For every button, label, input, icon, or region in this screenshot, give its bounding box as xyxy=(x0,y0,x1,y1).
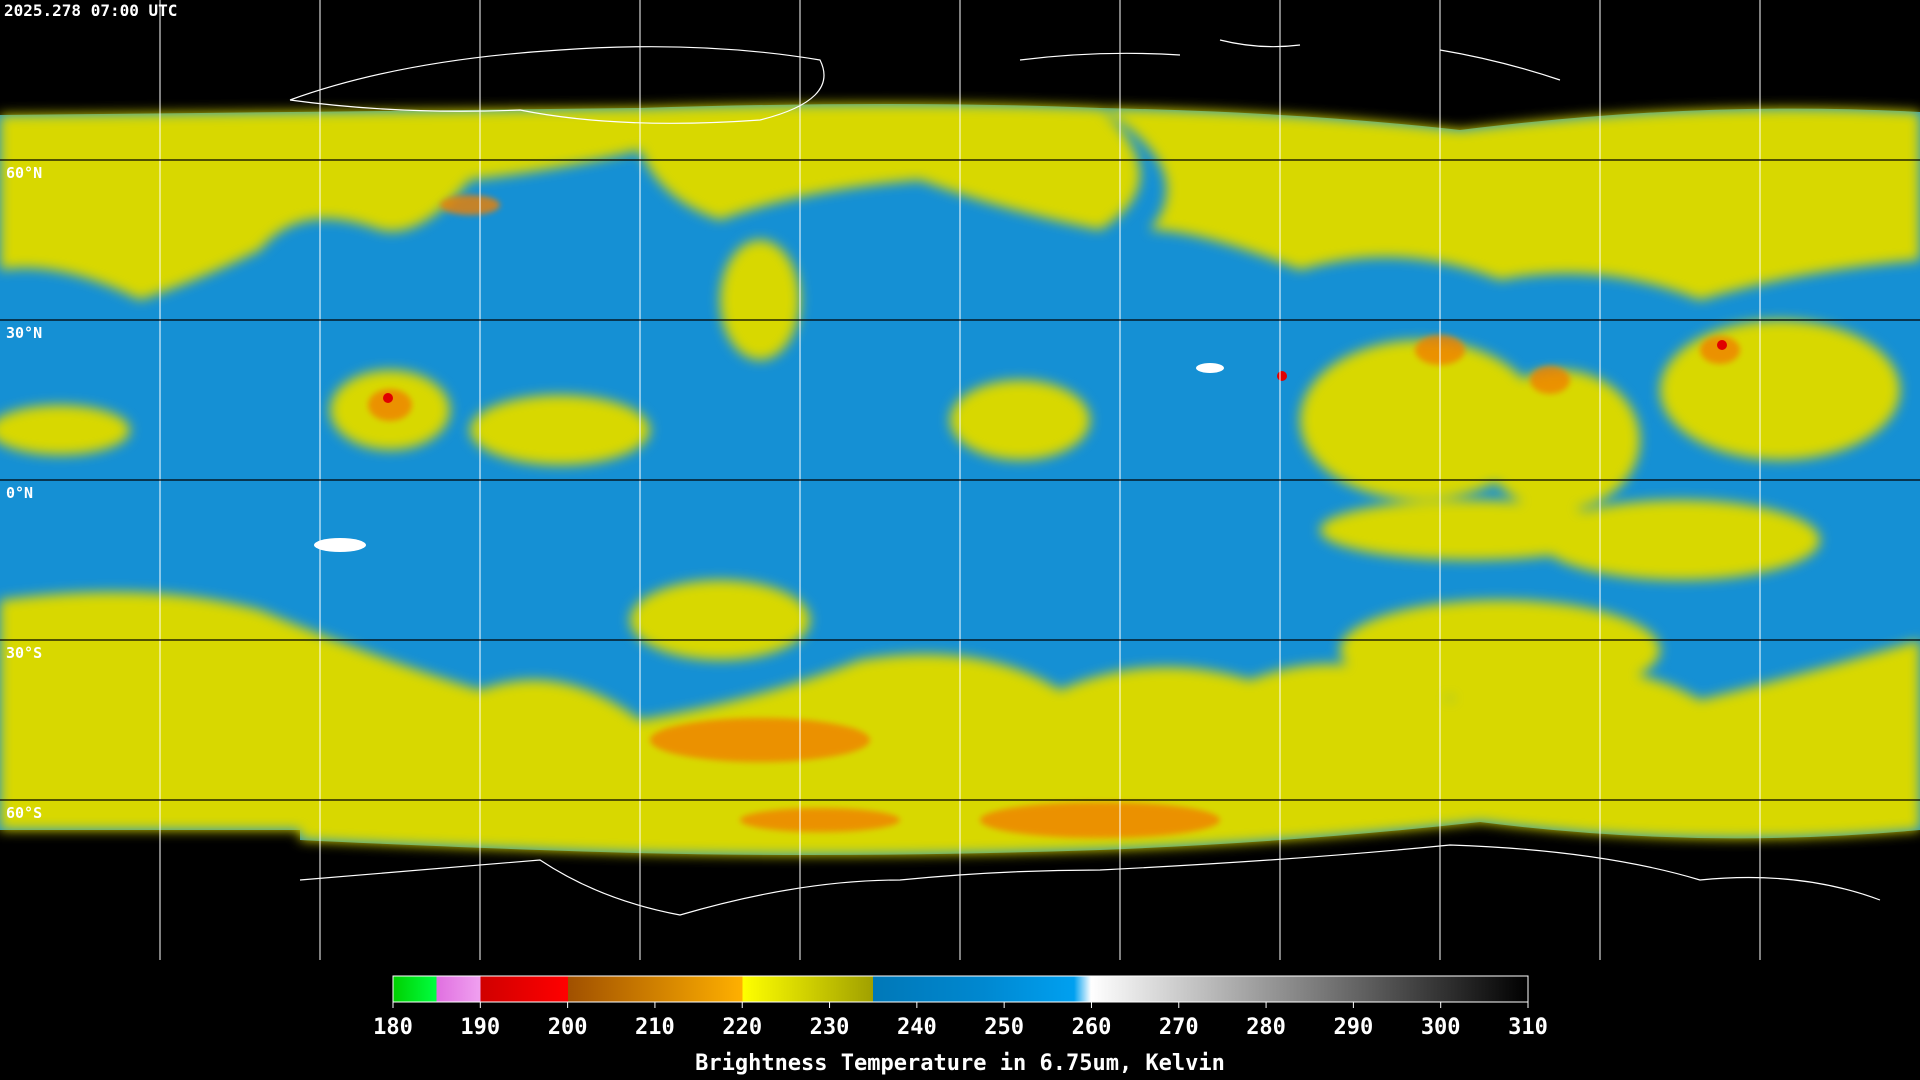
lat-label: 60°S xyxy=(6,804,42,822)
lat-label: 60°N xyxy=(6,164,42,182)
timestamp: 2025.278 07:00 UTC xyxy=(4,1,177,20)
colorbar-tick-label: 310 xyxy=(1508,1015,1548,1040)
lat-label: 0°N xyxy=(6,484,33,502)
graticule xyxy=(159,0,1761,960)
colorbar-label: Brightness Temperature in 6.75um, Kelvin xyxy=(695,1051,1225,1076)
colorbar: 180 190 200 210 220 230 240 250 260 270 280 290 300 3… xyxy=(373,975,1548,1076)
colorbar-tick-label: 190 xyxy=(460,1015,500,1040)
colorbar-scale xyxy=(392,975,1529,1003)
colorbar-tick-label: 200 xyxy=(548,1015,588,1040)
lat-label: 30°S xyxy=(6,644,42,662)
colorbar-ticks: 180 190 200 210 220 230 240 250 260 270 280 290 300 3… xyxy=(373,1002,1548,1040)
colorbar-tick-label: 300 xyxy=(1421,1015,1461,1040)
colorbar-tick-label: 220 xyxy=(722,1015,762,1040)
colorbar-tick-label: 270 xyxy=(1159,1015,1199,1040)
colorbar-tick-label: 210 xyxy=(635,1015,675,1040)
colorbar-tick-label: 240 xyxy=(897,1015,937,1040)
colorbar-tick-label: 230 xyxy=(810,1015,850,1040)
lat-label: 30°N xyxy=(6,324,42,342)
colorbar-tick-label: 290 xyxy=(1334,1015,1374,1040)
colorbar-tick-label: 260 xyxy=(1072,1015,1112,1040)
colorbar-tick-label: 180 xyxy=(373,1015,413,1040)
colorbar-tick-label: 280 xyxy=(1246,1015,1286,1040)
colorbar-tick-label: 250 xyxy=(984,1015,1024,1040)
latitude-labels: 60°N 30°N 0°N 30°S 60°S xyxy=(6,164,42,822)
